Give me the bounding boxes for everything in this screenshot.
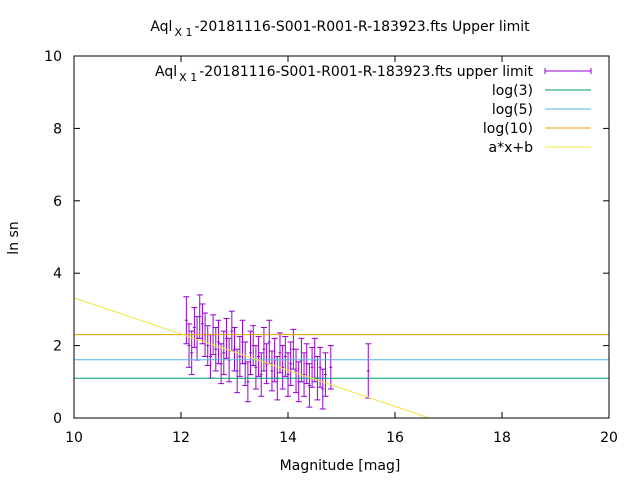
error-point	[234, 348, 241, 394]
x-tick-label: 14	[279, 430, 297, 446]
legend-label: log(10)	[483, 121, 533, 137]
legend-label: Aql X 1 -20181116-S001-R001-R-183923.fts u…	[155, 64, 533, 84]
error-point	[260, 327, 267, 372]
plot-area	[74, 294, 609, 418]
error-point	[266, 319, 273, 365]
chart-title: Aql X 1 -20181116-S001-R001-R-183923.fts U…	[150, 19, 530, 39]
error-point	[293, 348, 300, 394]
error-point	[306, 363, 313, 408]
x-tick-label: 16	[386, 430, 404, 446]
y-tick-label: 10	[44, 49, 62, 65]
legend: Aql X 1 -20181116-S001-R001-R-183923.fts u…	[155, 64, 592, 156]
error-point	[309, 346, 316, 388]
legend-entry: Aql X 1 -20181116-S001-R001-R-183923.fts u…	[155, 64, 592, 84]
error-point	[268, 350, 275, 392]
y-tick-label: 4	[53, 266, 62, 282]
error-point	[365, 343, 372, 399]
error-point	[319, 368, 326, 410]
series-line-fit	[74, 297, 431, 418]
error-point	[287, 341, 294, 386]
plot-frame	[73, 55, 610, 419]
x-tick-label: 10	[65, 430, 83, 446]
y-tick-label: 0	[53, 411, 62, 427]
legend-entry: log(10)	[483, 121, 591, 137]
error-point	[188, 330, 195, 376]
error-point	[218, 343, 225, 385]
error-point	[220, 330, 227, 376]
legend-entry: log(5)	[492, 102, 591, 118]
legend-entry: a*x+b	[489, 140, 591, 156]
y-tick-label: 2	[53, 339, 62, 355]
legend-label: log(3)	[492, 83, 533, 99]
error-point	[247, 330, 254, 376]
error-point	[252, 345, 259, 390]
legend-label: log(5)	[492, 102, 533, 118]
x-axis-label: Magnitude [mag]	[280, 458, 401, 474]
y-tick-label: 8	[53, 121, 62, 137]
axes: 10 12 14 16 18 20 0 2 4 6 8 10	[44, 49, 618, 446]
x-tick-label: 20	[600, 430, 618, 446]
plot-clip-group	[74, 294, 609, 418]
error-point	[276, 332, 283, 374]
legend-entry: log(3)	[492, 83, 591, 99]
error-point	[236, 336, 243, 377]
error-point	[196, 294, 203, 339]
error-point	[212, 327, 219, 372]
error-point	[327, 345, 334, 390]
error-point	[207, 334, 214, 379]
y-axis-label: ln sn	[6, 221, 22, 254]
y-tick-label: 6	[53, 194, 62, 210]
error-point	[215, 319, 222, 365]
x-tick-label: 12	[172, 430, 190, 446]
error-point	[279, 345, 286, 390]
legend-label: a*x+b	[489, 140, 534, 156]
error-point	[228, 310, 235, 352]
error-point	[244, 361, 251, 403]
error-point	[255, 336, 262, 377]
error-point	[204, 325, 211, 367]
x-tick-label: 18	[493, 430, 511, 446]
error-point	[186, 323, 193, 368]
error-point	[199, 303, 206, 345]
error-point	[191, 307, 198, 348]
